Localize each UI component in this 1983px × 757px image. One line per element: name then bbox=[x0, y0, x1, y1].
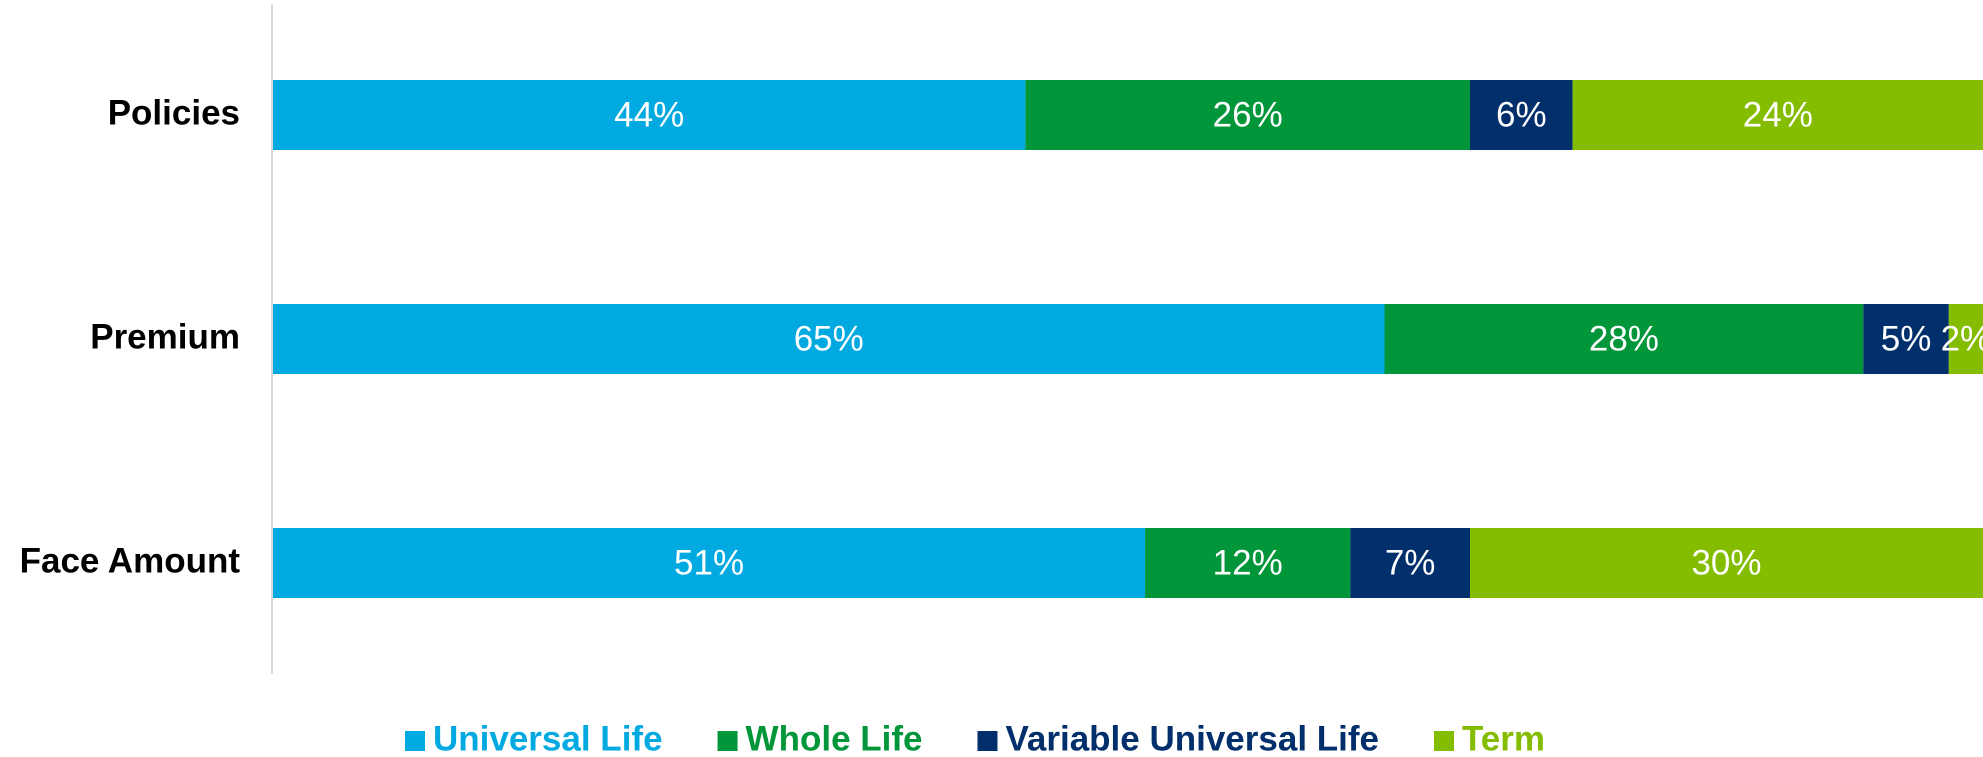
data-label: 2% bbox=[1941, 319, 1983, 358]
data-label: 24% bbox=[1743, 95, 1813, 134]
data-label: 7% bbox=[1385, 543, 1436, 582]
legend-swatch bbox=[717, 731, 738, 751]
data-label: 65% bbox=[794, 319, 864, 358]
category-label: Premium bbox=[90, 317, 240, 356]
bar-segment bbox=[273, 304, 1385, 374]
category-label: Policies bbox=[108, 93, 240, 132]
data-label: 5% bbox=[1881, 319, 1932, 358]
legend-label: Whole Life bbox=[746, 719, 923, 757]
data-label: 51% bbox=[674, 543, 744, 582]
bar-segment bbox=[1470, 528, 1983, 598]
legend-label: Term bbox=[1462, 719, 1545, 757]
data-label: 26% bbox=[1213, 95, 1283, 134]
bar-segment bbox=[1948, 304, 1983, 374]
legend-label: Variable Universal Life bbox=[1005, 719, 1379, 757]
data-label: 6% bbox=[1496, 95, 1547, 134]
data-label: 44% bbox=[614, 95, 684, 134]
bar-segment bbox=[1025, 80, 1470, 150]
data-label: 12% bbox=[1213, 543, 1283, 582]
bar-segment bbox=[1145, 528, 1351, 598]
bar-segment bbox=[1572, 80, 1983, 150]
legend-swatch bbox=[1434, 731, 1454, 751]
bar-segment bbox=[273, 528, 1146, 598]
bar-segment bbox=[1863, 304, 1949, 374]
data-label: 30% bbox=[1691, 543, 1761, 582]
legend-label: Universal Life bbox=[433, 719, 663, 757]
category-label: Face Amount bbox=[20, 541, 241, 580]
bar-segment bbox=[273, 80, 1026, 150]
data-label: 28% bbox=[1589, 319, 1659, 358]
bar-segment bbox=[1384, 304, 1864, 374]
bar-segment bbox=[1470, 80, 1573, 150]
legend-swatch bbox=[977, 731, 998, 751]
bar-segment bbox=[1350, 528, 1470, 598]
legend-swatch bbox=[405, 731, 425, 751]
